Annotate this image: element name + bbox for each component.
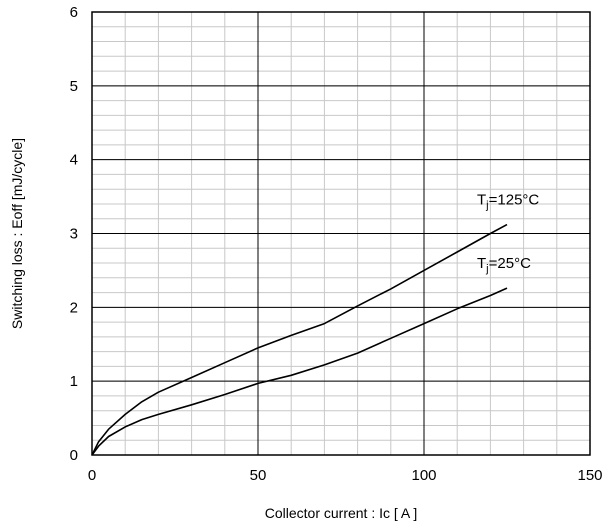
y-tick-labels: 0 1 2 3 4 5 6 (70, 4, 78, 464)
x-tick-label: 100 (411, 467, 436, 484)
y-tick-label: 4 (70, 152, 78, 169)
y-tick-label: 0 (70, 447, 78, 464)
x-tick-label: 50 (250, 467, 267, 484)
y-axis-label: Switching loss : Eoff [mJ/cycle] (9, 138, 25, 329)
y-tick-label: 2 (70, 299, 78, 316)
series-line-1 (91, 287, 508, 456)
x-tick-labels: 0 50 100 150 (88, 467, 603, 484)
series-annotations: Tj=125°C Tj=25°C (477, 192, 539, 275)
y-tick-label: 1 (70, 373, 78, 390)
series-layer (91, 223, 508, 456)
x-axis-label: Collector current : Ic [ A ] (265, 505, 418, 521)
x-tick-label: 0 (88, 467, 96, 484)
series-label-1: Tj=25°C (477, 255, 531, 275)
y-tick-label: 6 (70, 4, 78, 21)
series-label-0: Tj=125°C (477, 192, 539, 212)
y-tick-label: 5 (70, 78, 78, 95)
series-line-0 (91, 223, 508, 456)
x-tick-label: 150 (577, 467, 602, 484)
y-tick-label: 3 (70, 226, 78, 243)
plot-frame (91, 11, 591, 456)
